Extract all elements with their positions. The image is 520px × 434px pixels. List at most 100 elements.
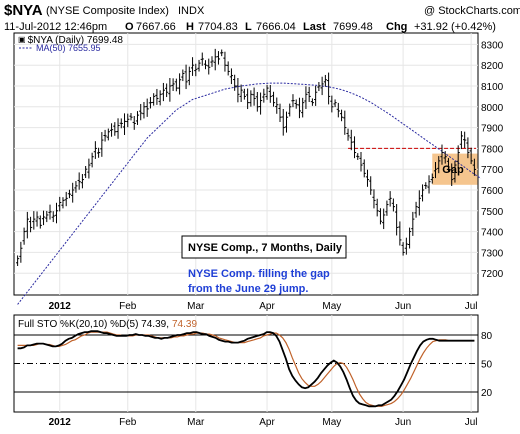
price-bar [333,99,337,108]
price-bar [433,161,438,179]
low-value: 7666.04 [256,21,296,33]
price-x-tick-label: May [322,301,341,312]
price-x-tick-label: Apr [259,301,275,312]
price-bar [207,58,211,75]
price-bar [171,78,175,91]
price-bar [220,49,224,57]
price-bar [19,241,23,263]
price-bar [80,173,85,189]
price-bar [317,81,321,92]
price-bar [161,82,165,102]
annotation-note-line2: from the June 29 jump. [188,283,308,295]
price-bar [401,242,405,256]
price-bar [116,118,120,139]
credit-label: @ StockCharts.com [424,5,520,17]
sto-k-line [17,330,475,408]
price-bar [67,189,72,199]
sto-x-tick-label: May [322,417,341,428]
price-x-tick-label: Jun [395,301,411,312]
annotation-box [181,235,347,259]
price-bar [109,123,114,137]
price-bar [87,158,91,179]
sto-y-tick-label: 50 [481,360,493,371]
index-name: (NYSE Composite Index) [46,5,169,17]
price-x-tick-label: Jul [465,301,478,312]
price-bar [252,87,256,106]
price-bar [359,151,363,172]
price-bar [61,197,65,209]
price-bar [35,211,39,227]
last-label: Last [303,21,326,33]
price-bar [271,91,276,107]
price-bar [122,113,127,135]
price-y-tick-label: 7700 [481,165,504,176]
price-y-tick-label: 8100 [481,82,504,93]
sto-legend-d: 74.39 [172,319,197,330]
price-bar [268,85,272,103]
sto-x-tick-label: Mar [187,417,205,428]
price-bar [106,128,110,141]
price-bar [310,98,315,106]
price-bar [459,131,464,150]
price-bar [184,64,188,90]
exchange-label: INDX [178,5,205,17]
price-bar [25,211,29,239]
price-bar [330,95,334,113]
high-value: 7704.83 [198,21,238,33]
price-bar [391,198,395,212]
price-bar [446,158,451,173]
price-y-tick-label: 7200 [481,269,504,280]
price-bar [349,129,353,151]
quote-date: 11-Jul-2012 12:46pm [4,21,107,33]
price-y-tick-label: 7500 [481,207,504,218]
price-bar [356,153,360,160]
price-legend-text: $NYA (Daily) 7699.48 [28,35,124,46]
price-bar [265,84,269,100]
price-bar [375,198,379,217]
price-bar [197,59,201,72]
price-bar [469,147,473,165]
sto-y-tick-label: 80 [481,331,493,342]
price-bar [249,90,253,107]
price-bar [139,103,143,121]
price-bar [456,145,460,169]
price-bar [437,156,441,174]
price-bar [194,63,198,77]
price-bar [213,48,217,71]
price-y-tick-label: 8200 [481,61,504,72]
price-y-tick-label: 7800 [481,144,504,155]
price-bar [174,78,178,92]
price-bar [291,94,295,108]
price-bar [132,115,136,130]
price-bar [382,208,386,230]
price-bar [450,163,454,187]
price-bar [258,92,263,115]
sto-x-tick-label: Apr [259,417,275,428]
price-bar [97,147,101,158]
price-bar [420,184,425,202]
ticker-symbol: $NYA [4,2,43,19]
open-value: 7667.66 [136,21,176,33]
price-bar [365,169,370,187]
price-bar [339,109,344,122]
last-value: 7699.48 [333,21,373,33]
price-bar [71,182,75,203]
sto-legend: Full STO %K(20,10) %D(5) 74.39, 74.39 [18,319,197,330]
price-bar [369,176,373,195]
sto-x-tick-label: Feb [119,417,137,428]
price-bar [372,189,376,209]
price-bar [385,200,389,216]
price-bar [275,97,279,114]
price-bar [314,85,318,106]
price-bar [278,103,282,123]
price-bar [200,52,204,66]
price-bar [48,204,52,220]
price-bar [38,215,42,229]
price-bar [398,221,402,246]
price-bar [284,111,289,133]
price-bar [453,161,457,183]
price-bar [148,97,153,109]
chg-value: +31.92 (+0.42%) [414,21,496,33]
ma-legend: MA(50) 7655.95 [36,43,101,53]
price-x-tick-label: 2012 [49,301,72,312]
